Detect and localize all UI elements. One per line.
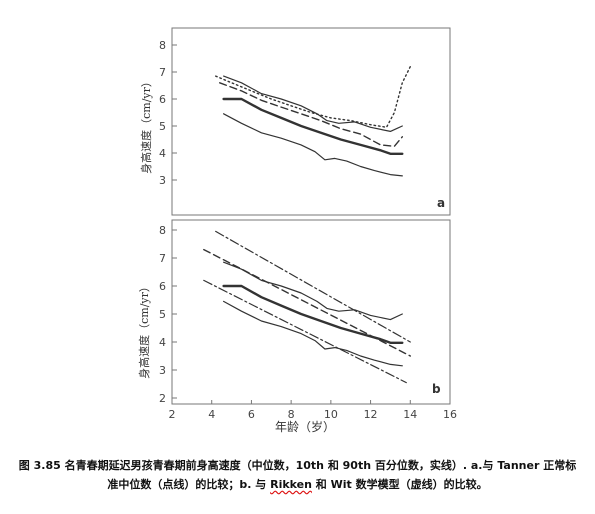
series-line-solid-thick <box>222 284 404 344</box>
panel-a-ticks: 3 4 5 6 7 8 <box>159 27 451 216</box>
panel-a: 3 4 5 6 7 8 身高速度（cm/yr） a <box>139 27 451 216</box>
panel-a-series <box>214 65 411 177</box>
y-tick-label: 8 <box>159 39 166 52</box>
panel-b-label: b <box>432 382 441 396</box>
series-line-dotted <box>214 65 411 129</box>
caption-part-2: 和 Wit 数学模型（虚线）的比较。 <box>311 478 488 491</box>
panel-a-label: a <box>437 196 445 210</box>
series-line-solid-thin <box>223 300 403 367</box>
x-tick-label: 4 <box>208 408 215 421</box>
panel-b-x-axis-label: 年龄（岁） <box>275 419 335 434</box>
series-line-dashed <box>203 248 411 357</box>
y-tick-label: 5 <box>159 120 166 133</box>
panel-a-y-axis-label: 身高速度（cm/yr） <box>139 76 153 174</box>
series-line-solid-thin <box>223 113 403 177</box>
x-tick-label: 12 <box>364 408 378 421</box>
y-tick-label: 2 <box>159 392 166 405</box>
panel-b-series <box>203 230 411 384</box>
y-tick-label: 5 <box>159 308 166 321</box>
y-tick-label: 3 <box>159 364 166 377</box>
y-tick-label: 3 <box>159 174 166 187</box>
series-line-solid-thick <box>222 97 404 156</box>
plot-frame <box>171 219 451 405</box>
x-tick-label: 8 <box>288 408 295 421</box>
y-tick-label: 4 <box>159 336 166 349</box>
plot-frame <box>171 27 451 216</box>
y-tick-label: 6 <box>159 93 166 106</box>
y-tick-label: 7 <box>159 66 166 79</box>
x-tick-label: 10 <box>324 408 338 421</box>
x-tick-label: 2 <box>169 408 176 421</box>
series-line-solid-thin <box>223 261 403 321</box>
series-line-solid-thin <box>223 75 403 132</box>
x-tick-label: 16 <box>443 408 457 421</box>
x-tick-label: 14 <box>403 408 417 421</box>
series-line-dashdot <box>215 230 411 343</box>
y-tick-label: 6 <box>159 280 166 293</box>
caption-underlined-name: Rikken <box>270 478 312 491</box>
series-line-dashdot <box>203 279 407 384</box>
panel-b-ticks: 2 3 4 5 6 7 8 2 4 6 8 10 12 14 16 <box>159 219 457 421</box>
y-tick-label: 7 <box>159 252 166 265</box>
figure-caption: 图 3.85 名青春期延迟男孩青春期前身高速度（中位数，10th 和 90th … <box>14 456 581 494</box>
y-tick-label: 4 <box>159 147 166 160</box>
panel-b: 2 3 4 5 6 7 8 2 4 6 8 10 12 14 16 身高速度（cm/yr） 年龄（岁） b <box>137 219 457 434</box>
series-line-dashed <box>218 82 403 148</box>
y-tick-label: 8 <box>159 224 166 237</box>
caption-part-1: 图 3.85 名青春期延迟男孩青春期前身高速度（中位数，10th 和 90th … <box>18 459 577 491</box>
x-tick-label: 6 <box>248 408 255 421</box>
panel-b-y-axis-label: 身高速度（cm/yr） <box>137 281 151 379</box>
